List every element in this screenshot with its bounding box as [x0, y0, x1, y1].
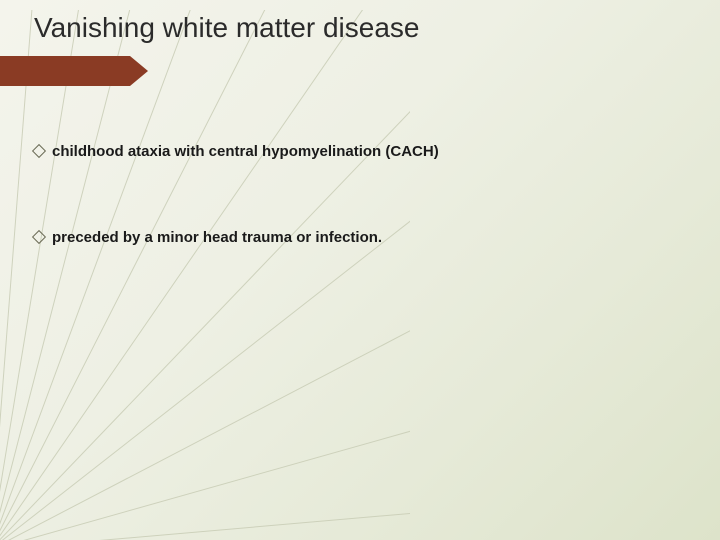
bullet-text: preceded by a minor head trauma or infec…: [52, 228, 382, 248]
slide: Vanishing white matter disease childhood…: [0, 0, 720, 540]
bullet-item: preceded by a minor head trauma or infec…: [34, 228, 382, 248]
accent-bar: [0, 56, 130, 86]
background-radial-lines: [0, 10, 410, 540]
bullet-text: childhood ataxia with central hypomyelin…: [52, 142, 439, 162]
slide-title: Vanishing white matter disease: [34, 12, 419, 44]
accent-arrow-icon: [130, 56, 148, 86]
diamond-bullet-icon: [32, 230, 46, 244]
bullet-item: childhood ataxia with central hypomyelin…: [34, 142, 439, 162]
diamond-bullet-icon: [32, 144, 46, 158]
